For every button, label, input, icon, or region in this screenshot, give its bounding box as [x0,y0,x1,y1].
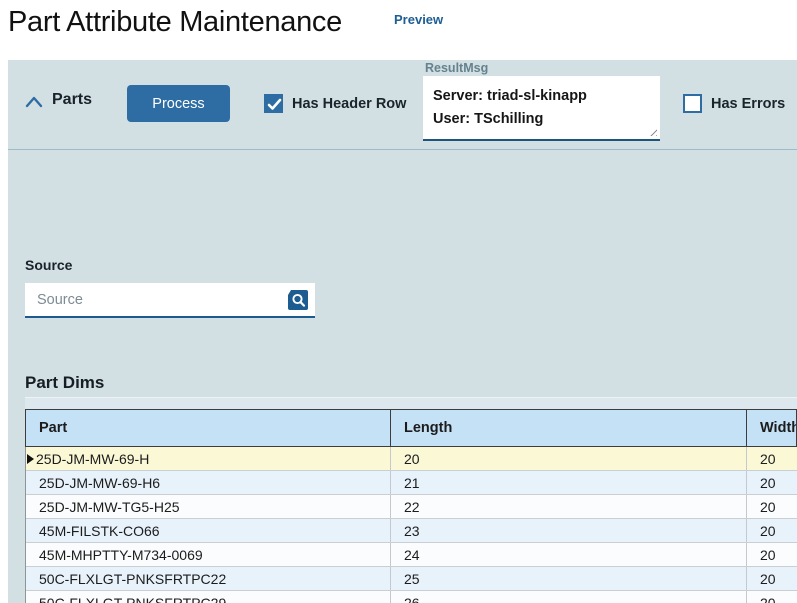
grid-title: Part Dims [25,373,105,392]
grid-body: 25D-JM-MW-69-H 20 20 25D-JM-MW-69-H6 21 20 25D… [25,447,797,603]
parts-panel: Parts Process Has Header Row ResultMsg S… [8,60,797,603]
resultmsg-field-wrap: Server: triad-sl-kinapp User: TSchilling [423,76,660,141]
table-row[interactable]: 25D-JM-MW-69-H6 21 20 [26,471,797,495]
row-pointer-icon [27,454,34,464]
preview-link[interactable]: Preview [394,12,444,27]
table-row[interactable]: 50C-FLXLGT-PNKSFRTPC29 26 20 [26,591,797,603]
column-header-length[interactable]: Length [391,410,747,446]
cell-width[interactable]: 20 [760,570,776,587]
cell-width[interactable]: 20 [760,522,776,539]
cell-width[interactable]: 20 [760,450,776,467]
cell-length[interactable]: 25 [391,567,747,590]
cell-width[interactable]: 20 [760,474,776,491]
cell-part[interactable]: 50C-FLXLGT-PNKSFRTPC29 [26,591,391,603]
table-row[interactable]: 25D-JM-MW-TG5-H25 22 20 [26,495,797,519]
cell-width[interactable]: 20 [760,546,776,563]
column-header-width[interactable]: Width [760,420,796,436]
cell-part[interactable]: 25D-JM-MW-TG5-H25 [26,495,391,518]
source-input[interactable] [25,283,280,316]
cell-length[interactable]: 26 [391,591,747,603]
has-errors-label: Has Errors [711,96,786,112]
chevron-up-icon[interactable] [25,95,43,108]
cell-length[interactable]: 24 [391,543,747,566]
cell-length[interactable]: 21 [391,471,747,494]
source-field-wrap [25,283,315,318]
parts-panel-header: Parts Process Has Header Row ResultMsg S… [8,60,797,150]
table-row[interactable]: 45M-FILSTK-CO66 23 20 [26,519,797,543]
table-row[interactable]: 25D-JM-MW-69-H 20 20 [26,447,797,471]
cell-width[interactable]: 20 [760,498,776,515]
grid-top-strip [25,397,797,409]
section-label-parts: Parts [52,91,93,108]
part-dims-grid: Part Length Width 25D-JM-MW-69-H 20 20 25D-JM… [25,397,797,603]
cell-part[interactable]: 25D-JM-MW-69-H [26,447,391,470]
process-button[interactable]: Process [127,85,230,122]
has-header-row-checkbox[interactable] [264,94,283,113]
cell-part[interactable]: 25D-JM-MW-69-H6 [26,471,391,494]
cell-length[interactable]: 22 [391,495,747,518]
column-header-part[interactable]: Part [26,410,391,446]
cell-part[interactable]: 50C-FLXLGT-PNKSFRTPC22 [26,567,391,590]
table-row[interactable]: 45M-MHPTTY-M734-0069 24 20 [26,543,797,567]
resultmsg-textarea[interactable]: Server: triad-sl-kinapp User: TSchilling [423,76,660,141]
resultmsg-label: ResultMsg [425,61,489,75]
cell-length[interactable]: 20 [391,447,747,470]
search-icon[interactable] [288,289,309,311]
source-label: Source [25,257,73,273]
cell-length[interactable]: 23 [391,519,747,542]
has-errors-checkbox[interactable] [683,94,702,113]
cell-part[interactable]: 45M-FILSTK-CO66 [26,519,391,542]
cell-width[interactable]: 20 [760,594,776,603]
checkmark-icon [267,98,282,110]
cell-part[interactable]: 45M-MHPTTY-M734-0069 [26,543,391,566]
grid-header-row: Part Length Width [25,409,797,447]
page-title: Part Attribute Maintenance [8,6,342,38]
has-header-row-label: Has Header Row [292,96,407,112]
table-row[interactable]: 50C-FLXLGT-PNKSFRTPC22 25 20 [26,567,797,591]
page-header: Part Attribute Maintenance Preview [0,0,797,60]
